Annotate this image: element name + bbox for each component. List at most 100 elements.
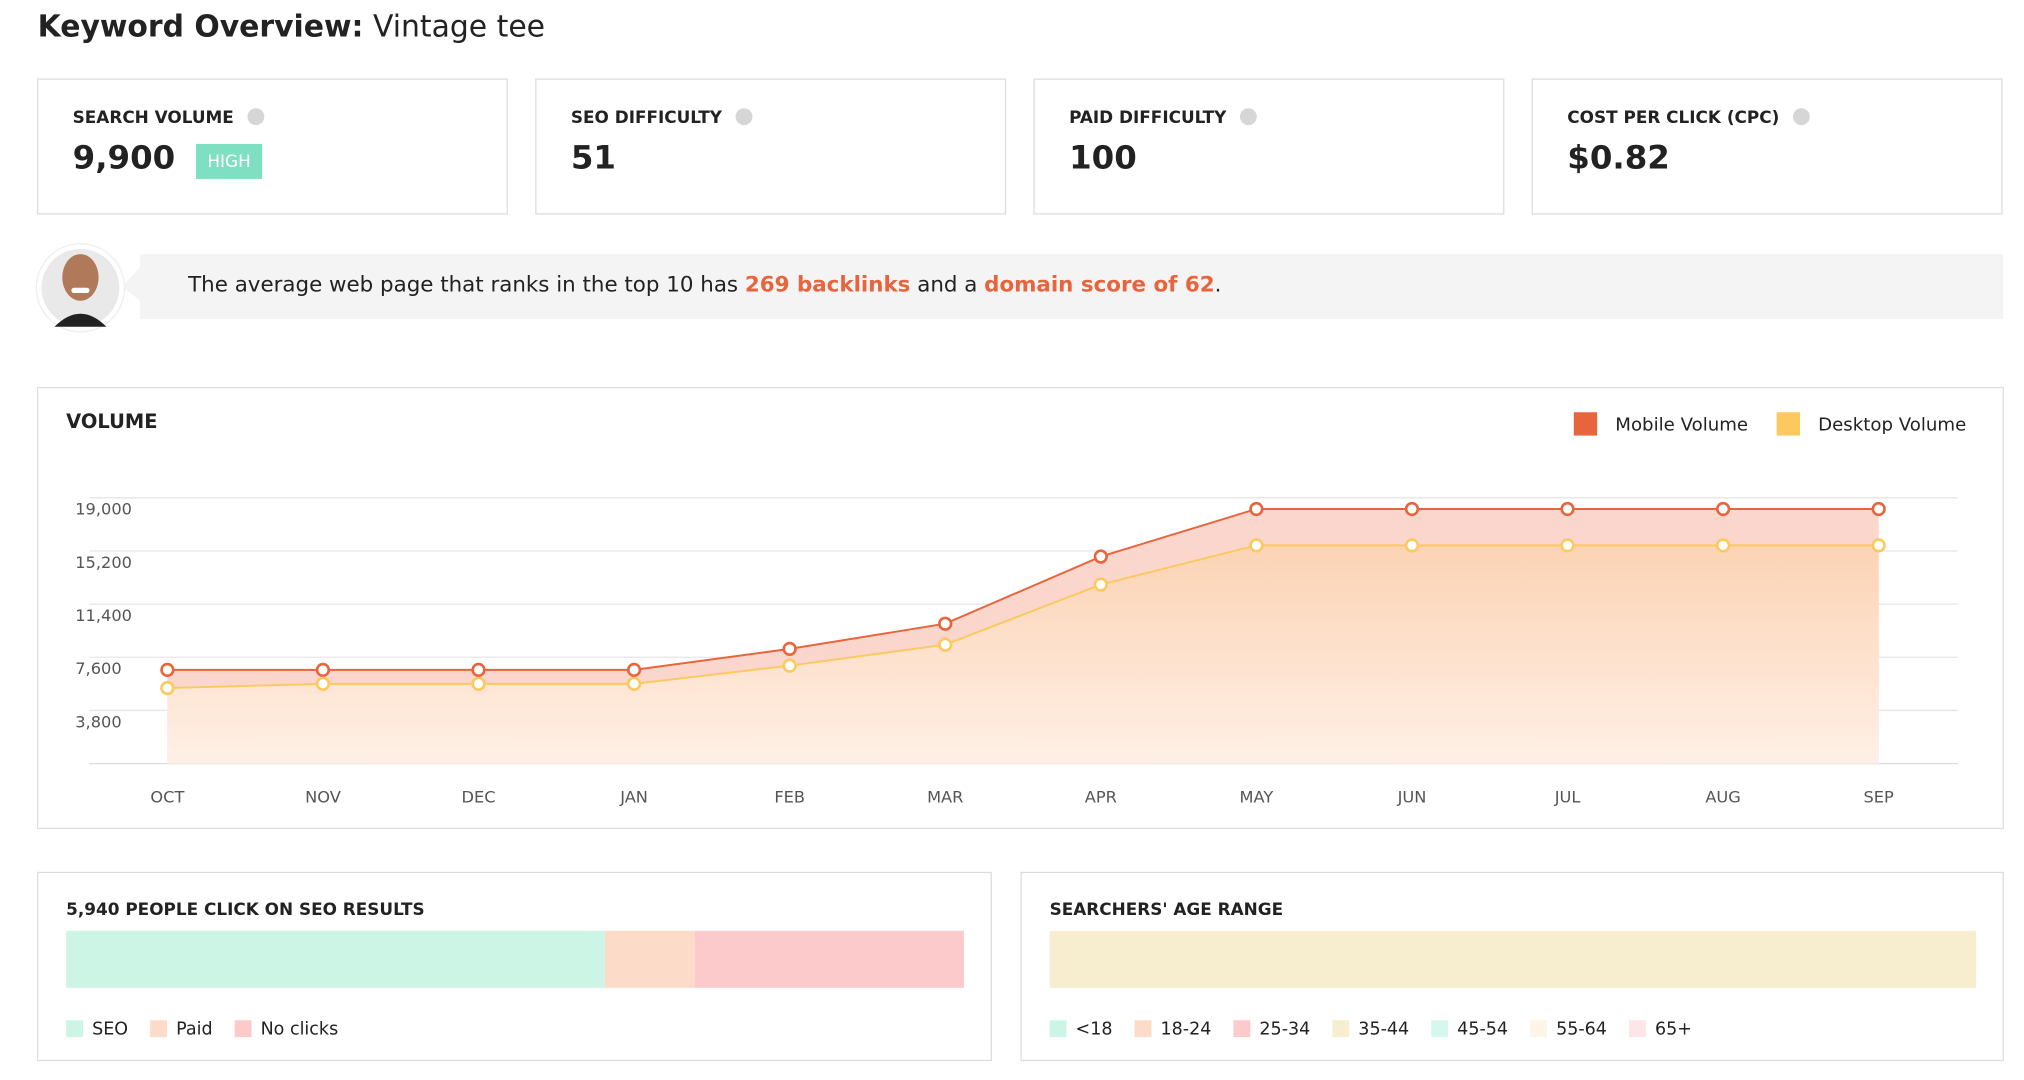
legend-label: Desktop Volume bbox=[1818, 414, 1966, 435]
banner-part: and a bbox=[910, 273, 984, 298]
legend-label: 35-44 bbox=[1358, 1020, 1409, 1040]
card-value: $0.82 bbox=[1567, 139, 1670, 177]
banner-part: . bbox=[1215, 273, 1222, 298]
point bbox=[1560, 538, 1575, 553]
legend-label: 55-64 bbox=[1556, 1020, 1607, 1040]
legend-label: 25-34 bbox=[1259, 1020, 1310, 1040]
x-tick-label: DEC bbox=[461, 787, 495, 806]
avatar bbox=[35, 243, 126, 333]
page-title: Keyword Overview: Vintage tee bbox=[38, 9, 545, 44]
banner-part: The average web page that ranks in the t… bbox=[187, 273, 745, 298]
line bbox=[167, 544, 1879, 690]
card-value: 9,900 bbox=[73, 139, 176, 177]
x-tick-label: JUN bbox=[1397, 787, 1427, 806]
card-label: SEO DIFFICULTY bbox=[571, 107, 723, 127]
card-value: 51 bbox=[571, 139, 616, 177]
line bbox=[167, 508, 1879, 671]
banner-pointer bbox=[121, 267, 141, 301]
y-tick-label: 11,400 bbox=[75, 606, 132, 625]
point bbox=[1715, 501, 1731, 517]
legend-swatch bbox=[66, 1020, 84, 1038]
legend-label: SEO bbox=[92, 1020, 128, 1040]
metric-card bbox=[1531, 78, 2003, 215]
segment bbox=[1049, 930, 1976, 988]
point bbox=[626, 676, 642, 691]
metric-card bbox=[36, 78, 508, 215]
legend-label: <18 bbox=[1076, 1020, 1113, 1040]
panel-title: SEARCHERS' AGE RANGE bbox=[1050, 899, 1284, 919]
point bbox=[626, 662, 642, 677]
chart-title: VOLUME bbox=[66, 410, 157, 433]
y-tick-label: 7,600 bbox=[75, 659, 121, 678]
point bbox=[315, 662, 331, 677]
x-tick-label: MAY bbox=[1240, 787, 1274, 806]
help-icon bbox=[247, 108, 265, 126]
legend-swatch bbox=[234, 1020, 252, 1038]
metric-card bbox=[535, 78, 1007, 215]
area bbox=[167, 545, 1879, 764]
point bbox=[1715, 538, 1731, 553]
legend-label: 45-54 bbox=[1457, 1020, 1508, 1040]
x-tick-label: MAR bbox=[927, 787, 963, 806]
point bbox=[938, 616, 953, 631]
badge-text: HIGH bbox=[207, 151, 250, 171]
legend-label: Mobile Volume bbox=[1615, 414, 1748, 435]
y-tick-label: 15,200 bbox=[75, 553, 132, 572]
legend-swatch bbox=[1431, 1020, 1449, 1038]
x-tick-label: OCT bbox=[150, 787, 184, 806]
point bbox=[160, 662, 175, 677]
point bbox=[1093, 549, 1108, 564]
x-tick-label: JAN bbox=[619, 787, 648, 806]
banner-highlight: 269 backlinks bbox=[745, 273, 911, 298]
card-value: 100 bbox=[1069, 139, 1137, 177]
point bbox=[782, 641, 797, 657]
legend-swatch bbox=[1776, 412, 1801, 436]
x-tick-label: JUL bbox=[1554, 787, 1581, 806]
y-tick-label: 19,000 bbox=[75, 500, 132, 519]
point bbox=[1249, 501, 1264, 517]
point bbox=[471, 662, 486, 677]
legend-label: Paid bbox=[176, 1020, 212, 1040]
legend-swatch bbox=[1134, 1020, 1152, 1038]
legend-label: 18-24 bbox=[1161, 1020, 1212, 1040]
point bbox=[471, 676, 486, 691]
legend-swatch bbox=[1049, 1020, 1067, 1038]
legend-swatch bbox=[1629, 1020, 1646, 1038]
badge bbox=[195, 143, 263, 179]
card-label: PAID DIFFICULTY bbox=[1069, 107, 1227, 127]
point bbox=[1404, 538, 1420, 553]
title-keyword: Vintage tee bbox=[373, 9, 545, 44]
point bbox=[1560, 501, 1575, 517]
banner-highlight: domain score of 62 bbox=[984, 273, 1214, 298]
legend-label: No clicks bbox=[261, 1020, 339, 1040]
title-bold: Keyword Overview: bbox=[38, 9, 364, 44]
x-tick-label: APR bbox=[1085, 787, 1117, 806]
point bbox=[315, 676, 331, 691]
x-tick-label: AUG bbox=[1705, 787, 1741, 806]
x-tick-label: NOV bbox=[305, 787, 341, 806]
legend-swatch bbox=[1332, 1020, 1350, 1038]
banner bbox=[140, 254, 2004, 319]
card-label: COST PER CLICK (CPC) bbox=[1567, 107, 1779, 127]
legend-swatch bbox=[1530, 1020, 1547, 1038]
help-icon bbox=[735, 108, 753, 126]
x-tick-label: SEP bbox=[1864, 787, 1895, 806]
metric-card bbox=[1033, 78, 1505, 215]
segment bbox=[694, 930, 964, 988]
point bbox=[1093, 577, 1108, 592]
segment bbox=[66, 930, 605, 988]
y-tick-label: 3,800 bbox=[75, 712, 121, 731]
help-icon bbox=[1792, 108, 1810, 126]
banner-text: The average web page that ranks in the t… bbox=[187, 273, 1221, 298]
legend-swatch bbox=[150, 1020, 168, 1038]
legend-swatch bbox=[1233, 1020, 1251, 1038]
panel-title: 5,940 PEOPLE CLICK ON SEO RESULTS bbox=[66, 899, 425, 919]
point bbox=[1871, 501, 1886, 517]
point bbox=[782, 658, 797, 673]
point bbox=[1249, 538, 1264, 553]
legend-swatch bbox=[1573, 412, 1598, 436]
help-icon bbox=[1239, 108, 1257, 126]
point bbox=[1871, 538, 1886, 553]
